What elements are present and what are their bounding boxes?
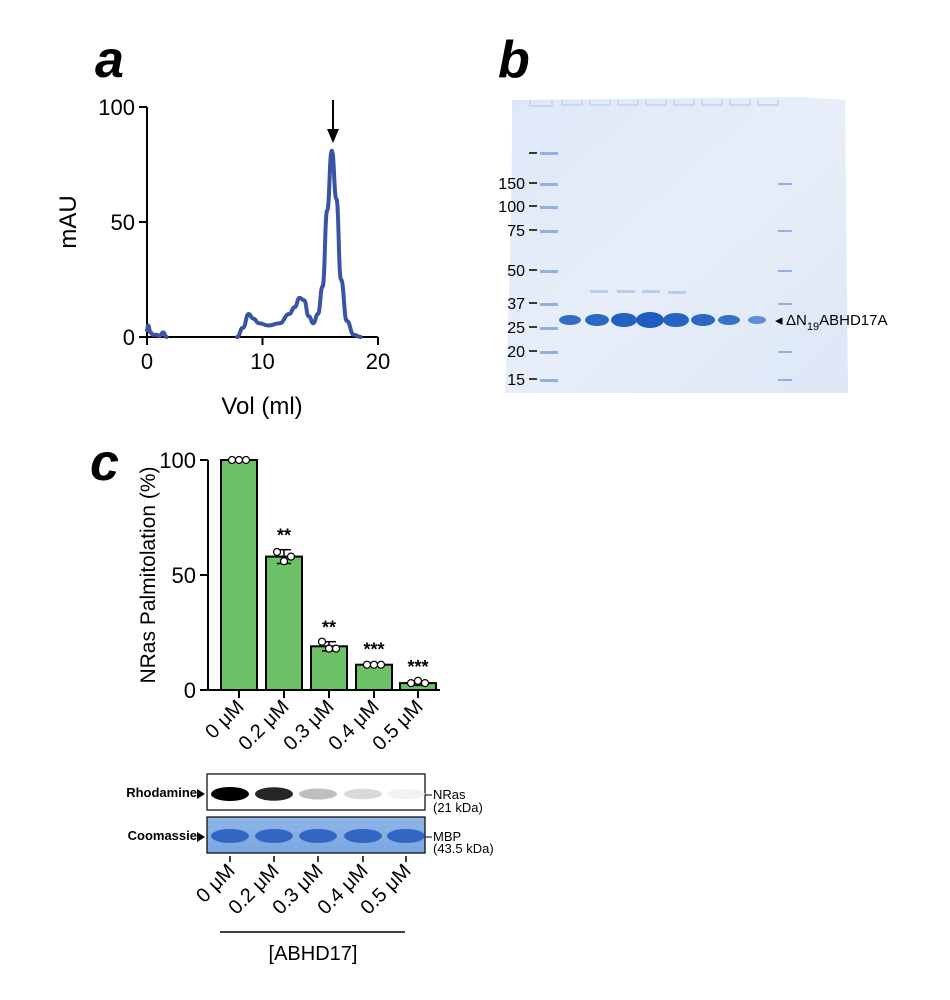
x-tick-label: 0 <box>141 349 153 374</box>
marker-label: 25 <box>507 320 525 337</box>
data-point <box>272 547 282 557</box>
chromatogram-trace <box>145 148 363 339</box>
y-tick-label: 50 <box>172 563 196 588</box>
data-point <box>317 637 327 646</box>
nras-kda-label: (21 kDa) <box>433 800 483 815</box>
protein-bands <box>559 312 766 328</box>
bar <box>310 645 348 691</box>
data-point <box>227 455 237 465</box>
panel-b-letter: b <box>498 31 530 89</box>
data-point <box>413 676 423 685</box>
y-axis-title: NRas Palmitolation (%) <box>137 466 160 683</box>
marker-label: 100 <box>498 199 525 216</box>
y-tick-label: 100 <box>159 448 196 473</box>
western-blot: Rhodamine Coomassie NRas (21 kDa) MBP (4… <box>126 773 494 965</box>
data-point <box>362 660 372 669</box>
panel-a-letter: a <box>95 31 124 89</box>
rhodamine-arrow-icon <box>197 789 205 799</box>
rhodamine-band <box>211 787 249 801</box>
mbp-kda-label: (43.5 kDa) <box>433 841 494 856</box>
x-axis-title: Vol (ml) <box>221 393 302 420</box>
data-point <box>324 644 334 653</box>
significance-label: ** <box>277 526 291 546</box>
rhodamine-band <box>255 787 293 801</box>
ladder-lane <box>540 152 792 382</box>
coomassie-band <box>387 829 425 843</box>
significance-label: ** <box>322 618 336 638</box>
coomassie-arrow-icon <box>197 832 205 842</box>
data-point <box>369 660 379 669</box>
x-tick-label: 10 <box>250 349 274 374</box>
data-point <box>406 678 416 688</box>
bar <box>220 459 258 691</box>
panel-c-letter: c <box>90 434 119 492</box>
y-tick-label: 100 <box>98 95 135 120</box>
gel-wells <box>529 100 779 107</box>
x-tick-label: 0.5 μM <box>368 696 427 755</box>
data-point <box>286 552 296 561</box>
nras-label: NRas <box>433 787 466 802</box>
coomassie-band <box>211 829 249 843</box>
marker-label: 150 <box>498 176 525 193</box>
data-point <box>241 455 251 465</box>
data-point <box>279 557 289 566</box>
mbp-label: MBP <box>433 829 461 844</box>
y-axis-title: mAU <box>55 195 82 248</box>
rhodamine-band <box>344 788 382 800</box>
marker-label: 37 <box>507 296 525 313</box>
rhodamine-band <box>299 788 337 800</box>
y-tick-label: 50 <box>111 210 135 235</box>
marker-label: 75 <box>507 223 525 240</box>
data-point <box>420 678 430 688</box>
marker-label: 15 <box>507 372 525 389</box>
sds-page-gel: 150 100 75 50 37 25 20 15 ◂ ΔN19ABHD17A <box>498 97 887 393</box>
x-tick-label: 0.2 μM <box>234 696 293 755</box>
coomassie-label: Coomassie <box>128 828 197 843</box>
y-tick-label: 0 <box>123 325 135 350</box>
coomassie-band <box>255 829 293 843</box>
band-label: ΔN19ABHD17A <box>786 312 887 333</box>
data-point <box>376 660 386 669</box>
rhodamine-band <box>387 788 425 800</box>
data-point <box>331 644 341 653</box>
marker-label: 50 <box>507 263 525 280</box>
marker-label: 20 <box>507 344 525 361</box>
faint-bands <box>590 290 686 294</box>
chromatogram-chart: 0 50 100 0 10 20 Vol (ml) mAU <box>55 95 390 420</box>
peak-arrow <box>327 100 339 143</box>
significance-label: *** <box>363 640 384 660</box>
band-arrow: ◂ <box>775 312 783 329</box>
y-tick-label: 0 <box>184 678 196 703</box>
x-tick-label: 20 <box>366 349 390 374</box>
group-label: [ABHD17] <box>269 943 358 965</box>
coomassie-band <box>344 829 382 843</box>
lane-label: 0.3 μM <box>268 860 327 919</box>
bar <box>265 555 303 691</box>
gel-background <box>505 97 848 393</box>
significance-label: *** <box>407 657 428 677</box>
x-tick-label: 0.3 μM <box>279 696 338 755</box>
data-point <box>234 455 244 465</box>
coomassie-band <box>299 829 337 843</box>
rhodamine-label: Rhodamine <box>126 785 197 800</box>
